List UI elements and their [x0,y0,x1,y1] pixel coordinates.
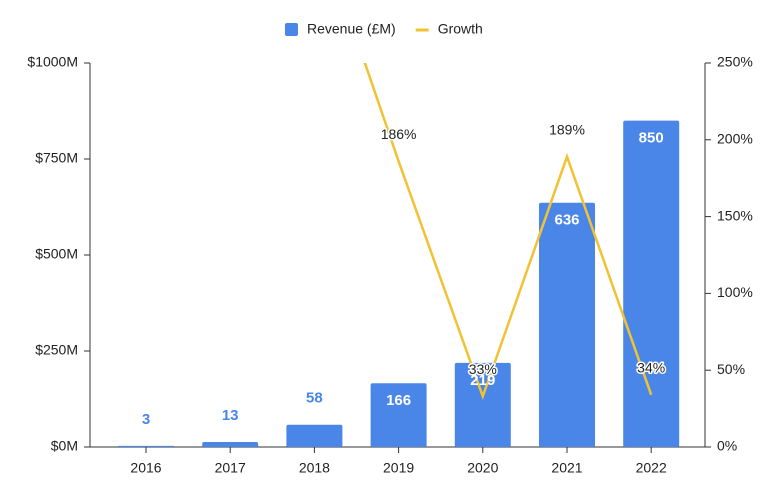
bar-value-label: 636 [554,212,579,229]
bar-value-label: 219 [470,372,495,389]
bar [286,424,343,447]
line-value-label: 33% [469,361,497,377]
legend-swatch [285,23,298,36]
bar [623,120,680,447]
y-tick-label: $750M [35,150,78,166]
y2-tick-label: 0% [717,438,737,454]
bar-value-label: 58 [306,390,323,407]
bar-value-label: 850 [639,130,664,147]
bar-value-label: 166 [386,392,411,409]
y2-tick-label: 100% [717,284,753,300]
line-group [363,63,653,401]
line-value-label: 186% [381,126,417,142]
x-tick-label: 2019 [383,460,414,476]
bar [118,445,174,447]
bar-value-label: 3 [142,411,150,428]
legend-label: Revenue (£M) [307,21,396,37]
y-tick-label: $250M [35,342,78,358]
line-value-label: 189% [549,121,585,137]
x-tick-label: 2020 [467,460,498,476]
x-tick-label: 2021 [551,460,582,476]
x-tick-label: 2017 [215,460,246,476]
bar [539,202,595,447]
x-tick-label: 2018 [299,460,330,476]
growth-line [363,63,653,401]
bar [370,383,427,447]
y-tick-label: $1000M [27,54,78,70]
y2-tick-label: 200% [717,131,753,147]
y2-tick-label: 150% [717,207,753,223]
line-value-label: 34% [637,359,665,375]
bar [454,362,511,447]
bar [202,442,259,447]
x-tick-label: 2022 [636,460,667,476]
y2-tick-label: 50% [717,361,745,377]
x-tick-label: 2016 [130,460,161,476]
y2-tick-label: 250% [717,54,753,70]
legend-label: Growth [438,21,483,37]
bar-value-label: 13 [222,407,239,424]
y-tick-label: $500M [35,246,78,262]
y-tick-label: $0M [51,438,78,454]
